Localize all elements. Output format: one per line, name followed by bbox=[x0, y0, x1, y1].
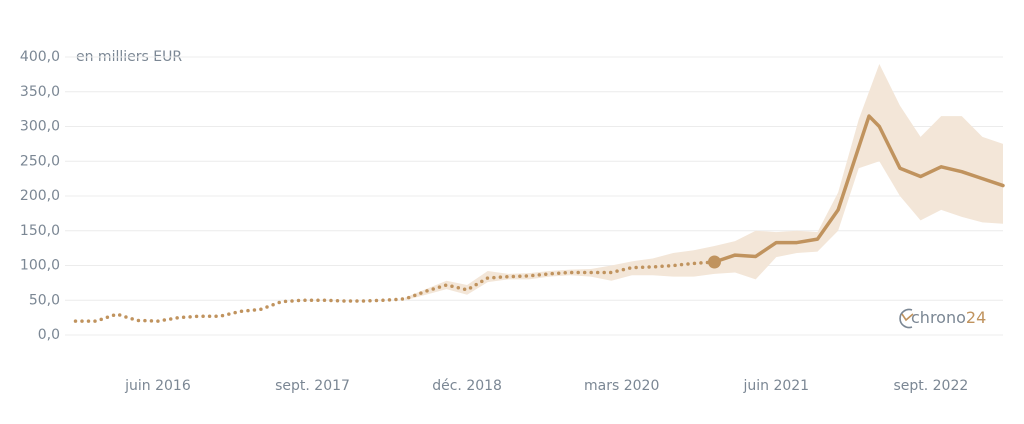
y-tick-label: 400,0 bbox=[20, 49, 60, 65]
confidence-band bbox=[405, 63, 1003, 301]
logo-icon bbox=[899, 308, 913, 329]
y-tick-label: 100,0 bbox=[20, 258, 60, 274]
y-tick-label: 0,0 bbox=[38, 327, 60, 343]
logo-text: chrono bbox=[911, 308, 966, 327]
logo-text: chrono24 bbox=[911, 308, 986, 327]
y-tick-label: 350,0 bbox=[20, 84, 60, 100]
x-tick-label: juin 2016 bbox=[124, 378, 191, 394]
y-tick-label: 150,0 bbox=[20, 223, 60, 239]
grid bbox=[65, 56, 1003, 336]
x-tick-label: sept. 2017 bbox=[275, 378, 350, 394]
logo: chrono24 bbox=[899, 308, 986, 329]
x-tick-label: sept. 2022 bbox=[893, 378, 968, 394]
series-line bbox=[712, 114, 1005, 264]
y-tick-label: 200,0 bbox=[20, 188, 60, 204]
x-tick-label: mars 2020 bbox=[584, 378, 659, 394]
y-tick-label: 50,0 bbox=[29, 292, 60, 308]
logo-icon bbox=[901, 313, 914, 322]
x-tick-label: déc. 2018 bbox=[432, 378, 502, 394]
y-tick-label: 300,0 bbox=[20, 119, 60, 135]
logo-suffix: 24 bbox=[966, 308, 986, 327]
x-tick-label: juin 2021 bbox=[742, 378, 809, 394]
series-line bbox=[73, 260, 717, 323]
y-tick-label: 250,0 bbox=[20, 153, 60, 169]
